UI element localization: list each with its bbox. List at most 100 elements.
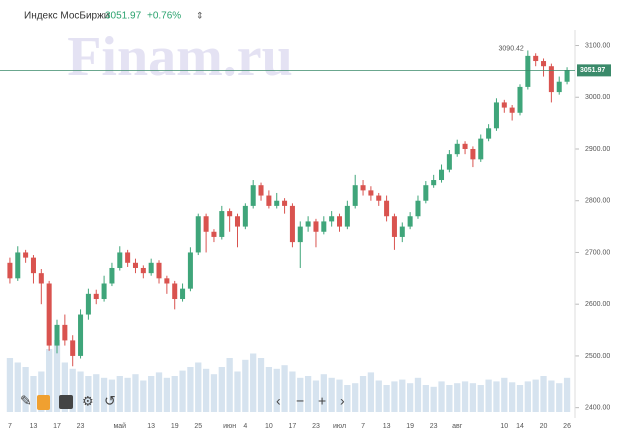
y-tick-label: 2900.00 [585,146,610,153]
x-tick-label: 13 [383,423,391,430]
volume-bar [69,368,76,412]
candle-body [407,216,413,227]
candle-body [274,200,280,206]
candle-body [509,107,515,113]
candle-body [164,278,170,284]
volume-bar [391,381,398,412]
volume-bar [124,377,131,412]
volume-bar [171,376,178,412]
volume-bar [540,376,547,412]
candle-body [70,340,76,356]
volume-bar [524,381,531,412]
volume-bar [383,385,390,412]
zoom-out[interactable]: − [296,393,304,409]
volume-bar [148,376,155,412]
candle-body [360,185,366,191]
candle-body [517,86,523,113]
volume-bar [548,380,555,412]
candle-body [266,195,272,206]
volume-bar [430,386,437,412]
volume-bar [485,379,492,412]
candle-body [384,200,390,217]
y-tick-label: 3100.00 [585,42,610,49]
volume-bar [116,376,123,412]
last-price: 3051.97 [105,11,142,22]
candle-body [180,288,186,300]
candle-body [172,283,178,300]
volume-bar [257,358,265,412]
x-tick-label: 17 [53,423,61,430]
volume-bar [14,362,21,412]
volume-bar [438,381,445,412]
candle-body [125,252,131,263]
candle-body [399,226,405,237]
volume-bar [359,376,367,412]
x-tick-label: 13 [147,423,155,430]
candle-body [282,200,288,206]
volume-bar [38,371,45,412]
volume-bar [328,377,335,412]
candle-body [78,314,84,356]
x-tick-label: 19 [406,423,414,430]
candle-body [446,154,452,170]
volume-bar [22,367,29,412]
x-tick-label: 25 [194,423,202,430]
x-tick-label: 23 [77,423,85,430]
candle-body [391,216,397,237]
candle-body [234,216,241,227]
candle-body [313,221,319,232]
volume-bar [469,383,477,412]
candle-body [30,257,36,274]
x-tick-label: 26 [563,423,571,430]
volume-bar [454,383,461,412]
volume-bar [226,358,233,412]
y-tick-label: 2500.00 [585,353,610,360]
watermark: Finam.ru [67,26,293,88]
y-tick-label: 2700.00 [585,249,610,256]
zoom-in[interactable]: + [318,393,326,409]
volume-bar [242,359,249,412]
volume-bar [352,383,359,412]
draw-tool[interactable]: ✎ [20,393,32,409]
indicators-button[interactable] [37,395,50,410]
last-price-tag [577,64,611,77]
volume-bar [53,340,61,412]
add-button[interactable] [59,395,73,409]
candle-body [195,216,201,253]
menu-toggle[interactable]: ⇕ [196,10,204,20]
candle-body [439,169,445,181]
volume-bar [273,368,280,412]
settings-button[interactable]: ⚙ [82,393,94,408]
scroll-left[interactable]: ‹ [276,393,281,409]
candle-body [148,262,154,274]
undo-button[interactable]: ↺ [104,393,116,409]
x-tick-label: май [113,422,126,430]
x-tick-label: 10 [265,423,273,430]
volume-bar [250,353,257,412]
scroll-right[interactable]: › [340,393,345,409]
y-tick-label: 2800.00 [585,198,610,205]
x-tick-label: 19 [171,423,179,430]
volume-bar [375,380,382,412]
candle-body [117,252,123,268]
volume-bar [336,379,343,412]
candle-body [431,180,437,186]
volume-bar [532,379,539,412]
candle-body [352,185,358,206]
x-tick-label: 14 [516,423,524,430]
candle-body [556,81,562,93]
candle-body [336,216,343,227]
candle-body [321,221,327,232]
candle-body [101,283,107,300]
volume-bar [6,358,14,412]
toolbar: ✎ ⚙ ↺ ‹ − + › [20,393,345,410]
volume-bar [563,377,571,412]
candle-body [493,102,499,129]
candle-body [478,138,484,160]
candle-body [242,205,248,227]
volume-bar [61,362,68,412]
volume-bar [218,367,225,412]
volume-bar [289,371,296,412]
x-tick-label: июл [333,423,346,430]
x-tick-label: июн [223,423,236,430]
